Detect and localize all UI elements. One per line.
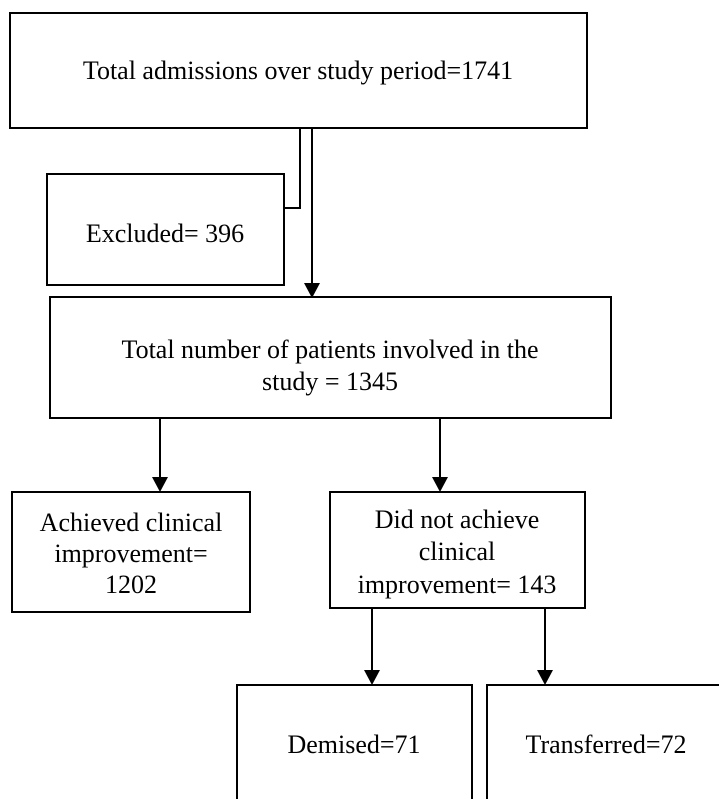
box [49,296,612,419]
arrowhead [537,670,553,685]
box-text: 1202 [105,570,157,599]
box-text: Demised=71 [287,730,420,759]
arrowhead [152,477,168,492]
box-text: Total admissions over study period=1741 [83,56,513,85]
box-text: Achieved clinical [40,508,223,537]
box [486,684,719,799]
box [236,684,473,799]
box [11,491,251,613]
box-text: improvement= [54,539,207,568]
arrowhead [432,477,448,492]
box [9,12,588,129]
box-text: study = 1345 [262,367,398,396]
box-text: Did not achieve [375,505,540,534]
box-text: Total number of patients involved in the [122,335,539,364]
box-text: Excluded= 396 [86,219,244,248]
box-text: improvement= 143 [358,570,557,599]
box [329,491,586,609]
arrowhead [364,670,380,685]
box-text: clinical [419,537,496,566]
arrowhead [304,283,320,298]
box [46,173,285,286]
box-text: Transferred=72 [525,730,686,759]
connector [284,128,301,209]
